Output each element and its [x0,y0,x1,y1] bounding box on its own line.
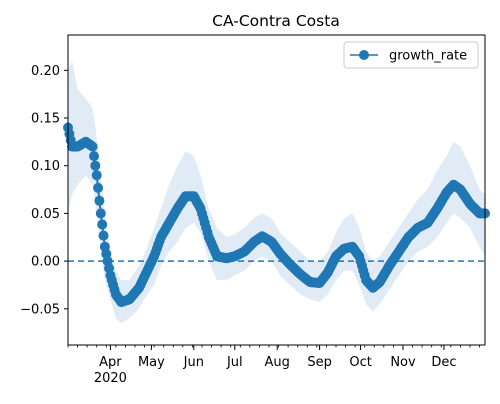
legend-label: growth_rate [389,49,467,64]
confidence-band [68,60,485,324]
y-tick-label: 0.00 [31,255,60,270]
x-tick-label: Sep [307,355,332,370]
x-tick-label: Jul [226,355,243,370]
x-tick-label: Nov [390,355,416,370]
chart-title: CA-Contra Costa [212,12,340,30]
growth-rate-point [90,160,101,171]
growth-rate-point [89,151,99,162]
legend-marker-swatch [359,50,369,60]
series-marker-layer [63,122,490,308]
growth-rate-point [87,141,98,152]
y-tick-label: 0.10 [31,159,60,174]
growth-rate-point [94,195,105,206]
legend: growth_rate [343,41,479,69]
y-tick-label: 0.15 [31,112,60,127]
growth-rate-point [98,230,109,241]
y-tick-label: 0.05 [31,207,60,222]
growth-rate-point [95,208,106,219]
x-tick-label: May [138,355,165,370]
x-tick-label: Jun [183,355,204,370]
x-tick-label: Dec [431,355,456,370]
growth-rate-point [97,219,108,230]
y-axis: −0.05 0.00 0.05 0.10 0.15 0.20 [20,64,68,317]
y-tick-label: 0.20 [31,64,60,79]
confidence-band-layer [68,60,485,324]
x-tick-year-label: 2020 [94,371,127,386]
x-tick-label: Aug [265,355,290,370]
legend-box [343,41,479,69]
growth-rate-point [91,170,102,181]
x-tick-label: Apr [99,355,122,370]
growth-rate-point [93,182,104,193]
x-tick-label: Oct [349,355,371,370]
plot-frame [67,34,486,346]
y-tick-label: −0.05 [20,302,60,317]
